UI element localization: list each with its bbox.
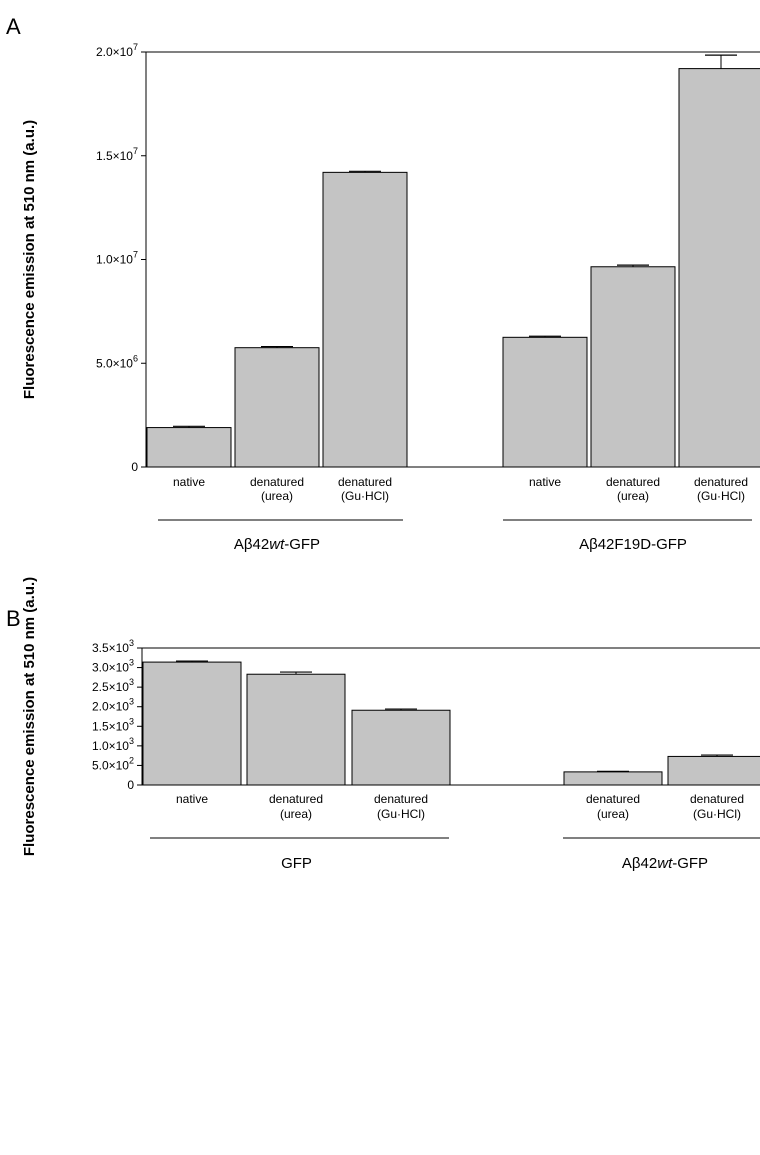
panel-label: A bbox=[6, 14, 21, 39]
category-label: denatured bbox=[694, 475, 748, 489]
category-label: native bbox=[176, 792, 208, 806]
bar bbox=[502, 336, 588, 468]
bar bbox=[234, 347, 320, 468]
category-sublabel: (Gu·HCl) bbox=[377, 807, 425, 821]
category-label: native bbox=[173, 475, 205, 489]
y-tick-label: 3.0×103 bbox=[92, 658, 134, 675]
bar bbox=[678, 68, 760, 468]
category-sublabel: (urea) bbox=[261, 489, 293, 503]
panel-b: B Fluorescence emission at 510 nm (a.u.) 0… bbox=[6, 577, 760, 872]
category-label: denatured bbox=[338, 475, 392, 489]
group-label: Aβ42wt-GFP bbox=[234, 536, 320, 553]
bar bbox=[667, 755, 760, 786]
category-sublabel: (urea) bbox=[617, 489, 649, 503]
y-tick-label: 0 bbox=[131, 460, 138, 474]
group-label: Aβ42F19D-GFP bbox=[579, 536, 687, 553]
y-axis-title: Fluorescence emission at 510 nm (a.u.) bbox=[21, 577, 38, 856]
y-tick-label: 1.0×103 bbox=[92, 736, 134, 753]
bar bbox=[146, 427, 232, 468]
category-sublabel: (urea) bbox=[280, 807, 312, 821]
category-label: denatured bbox=[374, 792, 428, 806]
panel-label: B bbox=[6, 606, 21, 631]
y-tick-label: 2.0×107 bbox=[96, 42, 138, 59]
category-label: native bbox=[529, 475, 561, 489]
bar bbox=[590, 266, 676, 468]
category-sublabel: (urea) bbox=[597, 807, 629, 821]
bar bbox=[246, 673, 346, 786]
category-label: denatured bbox=[690, 792, 744, 806]
bar bbox=[351, 709, 451, 786]
category-label: denatured bbox=[606, 475, 660, 489]
y-tick-label: 3.5×103 bbox=[92, 638, 134, 655]
bar bbox=[322, 171, 408, 468]
category-sublabel: (Gu·HCl) bbox=[693, 807, 741, 821]
bar bbox=[142, 661, 242, 786]
y-tick-label: 1.0×107 bbox=[96, 250, 138, 267]
panel-a: A Fluorescence emission at 510 nm (a.u.) 0… bbox=[6, 14, 760, 553]
y-tick-label: 5.0×102 bbox=[92, 755, 134, 772]
y-tick-label: 1.5×103 bbox=[92, 716, 134, 733]
y-tick-label: 2.5×103 bbox=[92, 677, 134, 694]
group-label: Aβ42wt-GFP bbox=[622, 855, 708, 872]
bar bbox=[563, 771, 663, 786]
y-tick-label: 0 bbox=[127, 778, 134, 792]
category-label: denatured bbox=[586, 792, 640, 806]
category-sublabel: (Gu·HCl) bbox=[697, 489, 745, 503]
y-tick-label: 1.5×107 bbox=[96, 146, 138, 163]
category-label: denatured bbox=[250, 475, 304, 489]
y-tick-label: 2.0×103 bbox=[92, 697, 134, 714]
group-label: GFP bbox=[281, 855, 312, 872]
category-label: denatured bbox=[269, 792, 323, 806]
y-axis-title: Fluorescence emission at 510 nm (a.u.) bbox=[21, 120, 38, 399]
y-tick-label: 5.0×106 bbox=[96, 353, 138, 370]
category-sublabel: (Gu·HCl) bbox=[341, 489, 389, 503]
